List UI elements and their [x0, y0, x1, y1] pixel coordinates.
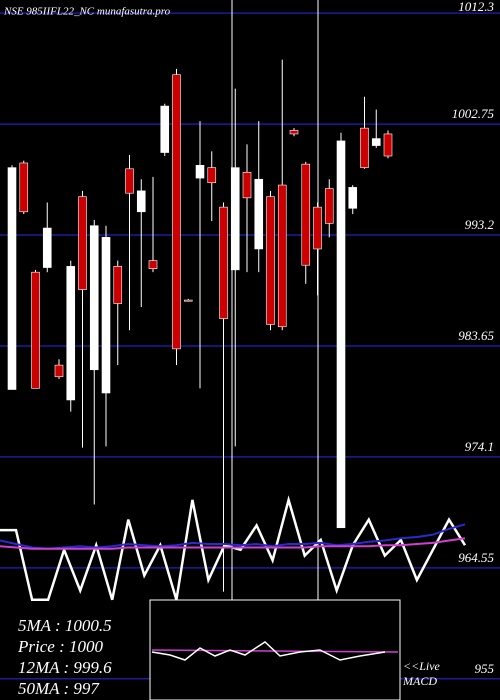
candle-body: [148, 260, 158, 269]
candle-body: [219, 206, 228, 319]
y-tick-label: 993.2: [465, 217, 495, 232]
info-text: Price : 1000: [17, 637, 103, 656]
candle-body: [89, 225, 99, 371]
candle-body: [266, 196, 275, 325]
candle-body: [301, 163, 311, 266]
inset-label: MACD: [402, 674, 437, 688]
y-tick-label: 983.65: [458, 328, 494, 343]
candle-body: [183, 299, 193, 302]
candle-body: [230, 167, 240, 271]
indicator-line: [0, 537, 466, 550]
candle-body: [54, 364, 64, 378]
info-text: 5MA : 1000.5: [18, 616, 112, 635]
chart-title: NSE 985IIFL22_NC munafasutra.pro: [3, 6, 171, 18]
candle-body: [113, 266, 123, 304]
candle-body: [360, 127, 369, 168]
candle-body: [336, 140, 346, 529]
candle-body: [19, 162, 29, 213]
inset-label: <<Live: [403, 659, 441, 673]
candle-body: [78, 196, 87, 290]
info-text: 12MA : 999.6: [18, 658, 112, 677]
candle-body: [277, 184, 287, 328]
y-tick-label: 955: [475, 661, 495, 676]
candle-body: [195, 165, 205, 179]
candle-body: [371, 138, 381, 146]
candle-body: [101, 237, 111, 394]
candle-body: [383, 133, 393, 157]
candle-body: [348, 187, 358, 209]
indicator-line: [0, 523, 466, 550]
candle-body: [207, 167, 217, 184]
candle-body: [66, 266, 76, 401]
candle-body: [136, 190, 146, 213]
macd-line: [151, 641, 386, 661]
candle-body: [254, 178, 264, 250]
y-tick-label: 1002.75: [452, 106, 495, 121]
candle-body: [7, 167, 17, 390]
candle-body: [313, 206, 322, 250]
candle-body: [289, 130, 299, 135]
candle-body: [324, 188, 334, 224]
y-tick-label: 964.55: [458, 550, 494, 565]
y-tick-label: 1012.3: [458, 0, 494, 14]
candle-body: [172, 74, 181, 350]
candle-body: [242, 171, 252, 199]
candle-body: [125, 168, 134, 194]
candle-body: [31, 271, 40, 389]
candle-body: [42, 227, 52, 268]
y-tick-label: 974.1: [465, 439, 494, 454]
info-text: 50MA : 997: [18, 679, 100, 698]
candle-body: [160, 105, 170, 153]
